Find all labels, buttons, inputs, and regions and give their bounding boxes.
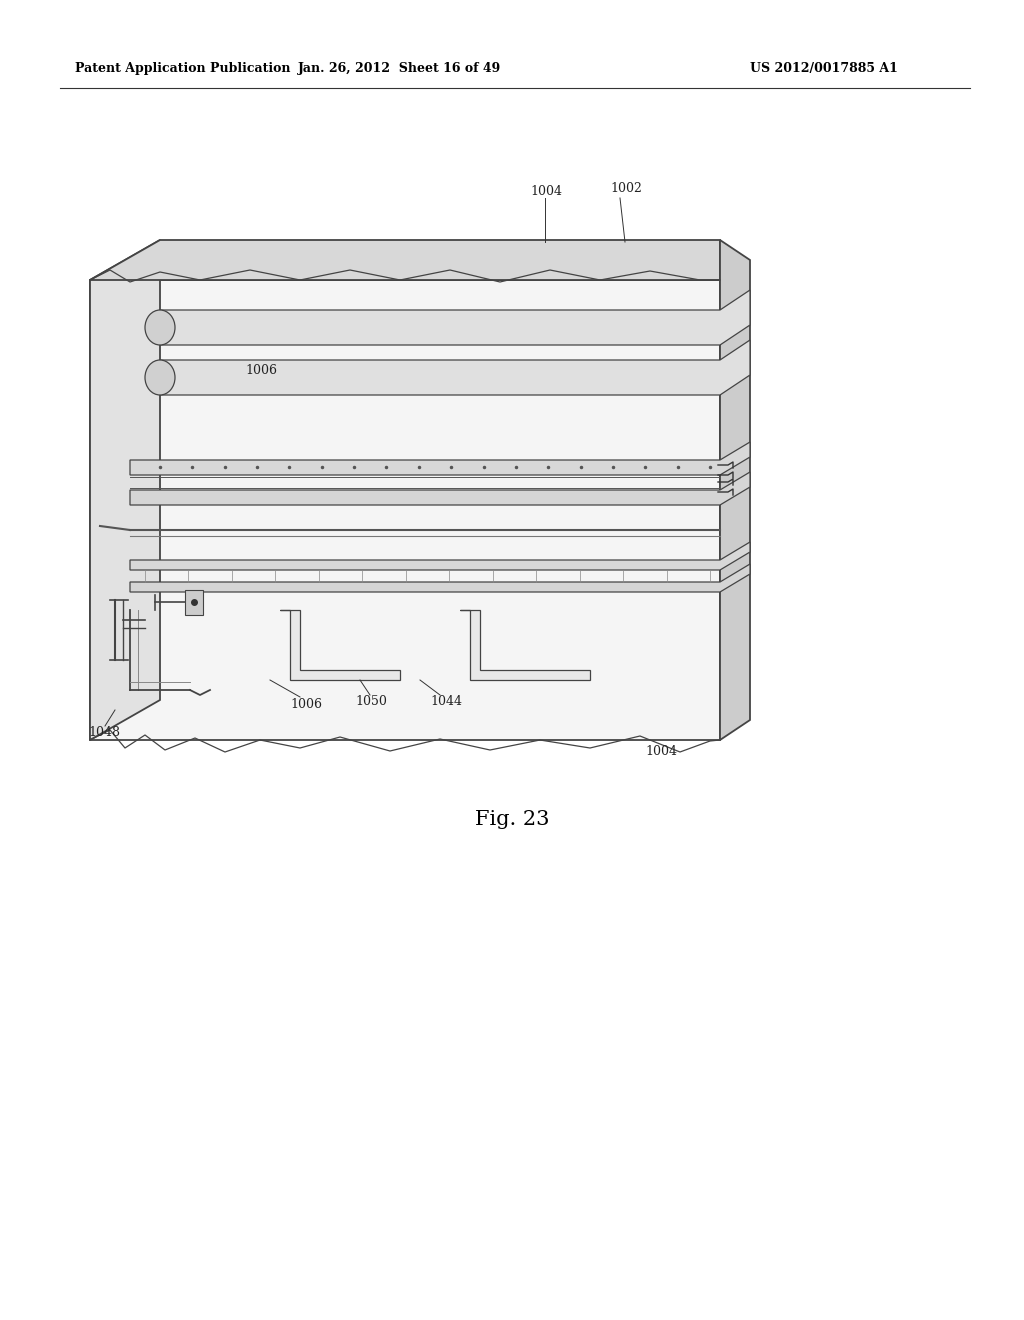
Text: US 2012/0017885 A1: US 2012/0017885 A1 [750, 62, 898, 75]
Text: Jan. 26, 2012  Sheet 16 of 49: Jan. 26, 2012 Sheet 16 of 49 [298, 62, 502, 75]
Polygon shape [130, 442, 750, 475]
Text: Patent Application Publication: Patent Application Publication [75, 62, 291, 75]
Text: 1044: 1044 [430, 696, 462, 708]
Text: 1004: 1004 [645, 744, 677, 758]
Polygon shape [280, 610, 400, 680]
Polygon shape [160, 290, 750, 345]
Text: Fig. 23: Fig. 23 [475, 810, 549, 829]
Polygon shape [130, 473, 750, 506]
Text: 1006: 1006 [290, 698, 322, 711]
Ellipse shape [145, 360, 175, 395]
Polygon shape [160, 341, 750, 395]
Polygon shape [90, 240, 720, 280]
Text: 1048: 1048 [88, 726, 120, 739]
Polygon shape [90, 280, 720, 741]
Text: 1004: 1004 [530, 185, 562, 198]
Polygon shape [720, 240, 750, 741]
Text: 1006: 1006 [245, 363, 278, 376]
Polygon shape [130, 543, 750, 570]
Polygon shape [185, 590, 203, 615]
Polygon shape [90, 240, 160, 741]
Text: 1002: 1002 [610, 182, 642, 195]
Ellipse shape [145, 310, 175, 345]
Polygon shape [130, 564, 750, 591]
Text: 1050: 1050 [355, 696, 387, 708]
Polygon shape [460, 610, 590, 680]
